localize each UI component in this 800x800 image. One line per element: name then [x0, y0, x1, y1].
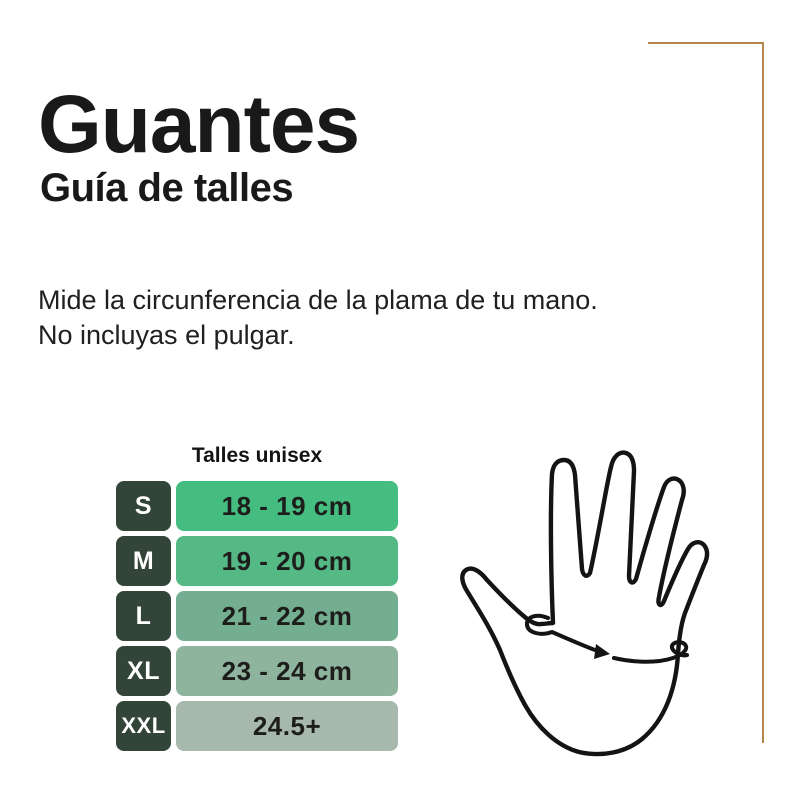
- instructions-line-1: Mide la circunferencia de la plama de tu…: [38, 285, 598, 315]
- hand-illustration-icon: [460, 450, 710, 757]
- measurement-instructions: Mide la circunferencia de la plama de tu…: [38, 283, 598, 353]
- corner-accent-horizontal-line: [648, 42, 764, 44]
- size-label-cell: M: [116, 536, 171, 586]
- measure-line-left: [524, 613, 597, 652]
- table-row: M 19 - 20 cm: [116, 536, 398, 586]
- size-table: S 18 - 19 cm M 19 - 20 cm L 21 - 22 cm X…: [116, 481, 398, 751]
- corner-accent-vertical-line: [762, 42, 764, 743]
- hand-outline: [460, 450, 710, 757]
- size-range-cell: 24.5+: [176, 701, 398, 751]
- size-label-cell: XL: [116, 646, 171, 696]
- size-table-header: Talles unisex: [191, 444, 323, 467]
- size-label-cell: S: [116, 481, 171, 531]
- table-row: S 18 - 19 cm: [116, 481, 398, 531]
- page-subtitle: Guía de talles: [40, 166, 294, 210]
- table-row: XL 23 - 24 cm: [116, 646, 398, 696]
- table-row: XXL 24.5+: [116, 701, 398, 751]
- measure-line-right: [612, 640, 689, 664]
- size-range-cell: 19 - 20 cm: [176, 536, 398, 586]
- size-range-cell: 18 - 19 cm: [176, 481, 398, 531]
- instructions-line-2: No incluyas el pulgar.: [38, 320, 295, 350]
- size-label-cell: XXL: [116, 701, 171, 751]
- size-range-cell: 23 - 24 cm: [176, 646, 398, 696]
- measure-arrowhead: [594, 644, 610, 659]
- table-row: L 21 - 22 cm: [116, 591, 398, 641]
- size-range-cell: 21 - 22 cm: [176, 591, 398, 641]
- page-title: Guantes: [38, 79, 360, 170]
- size-label-cell: L: [116, 591, 171, 641]
